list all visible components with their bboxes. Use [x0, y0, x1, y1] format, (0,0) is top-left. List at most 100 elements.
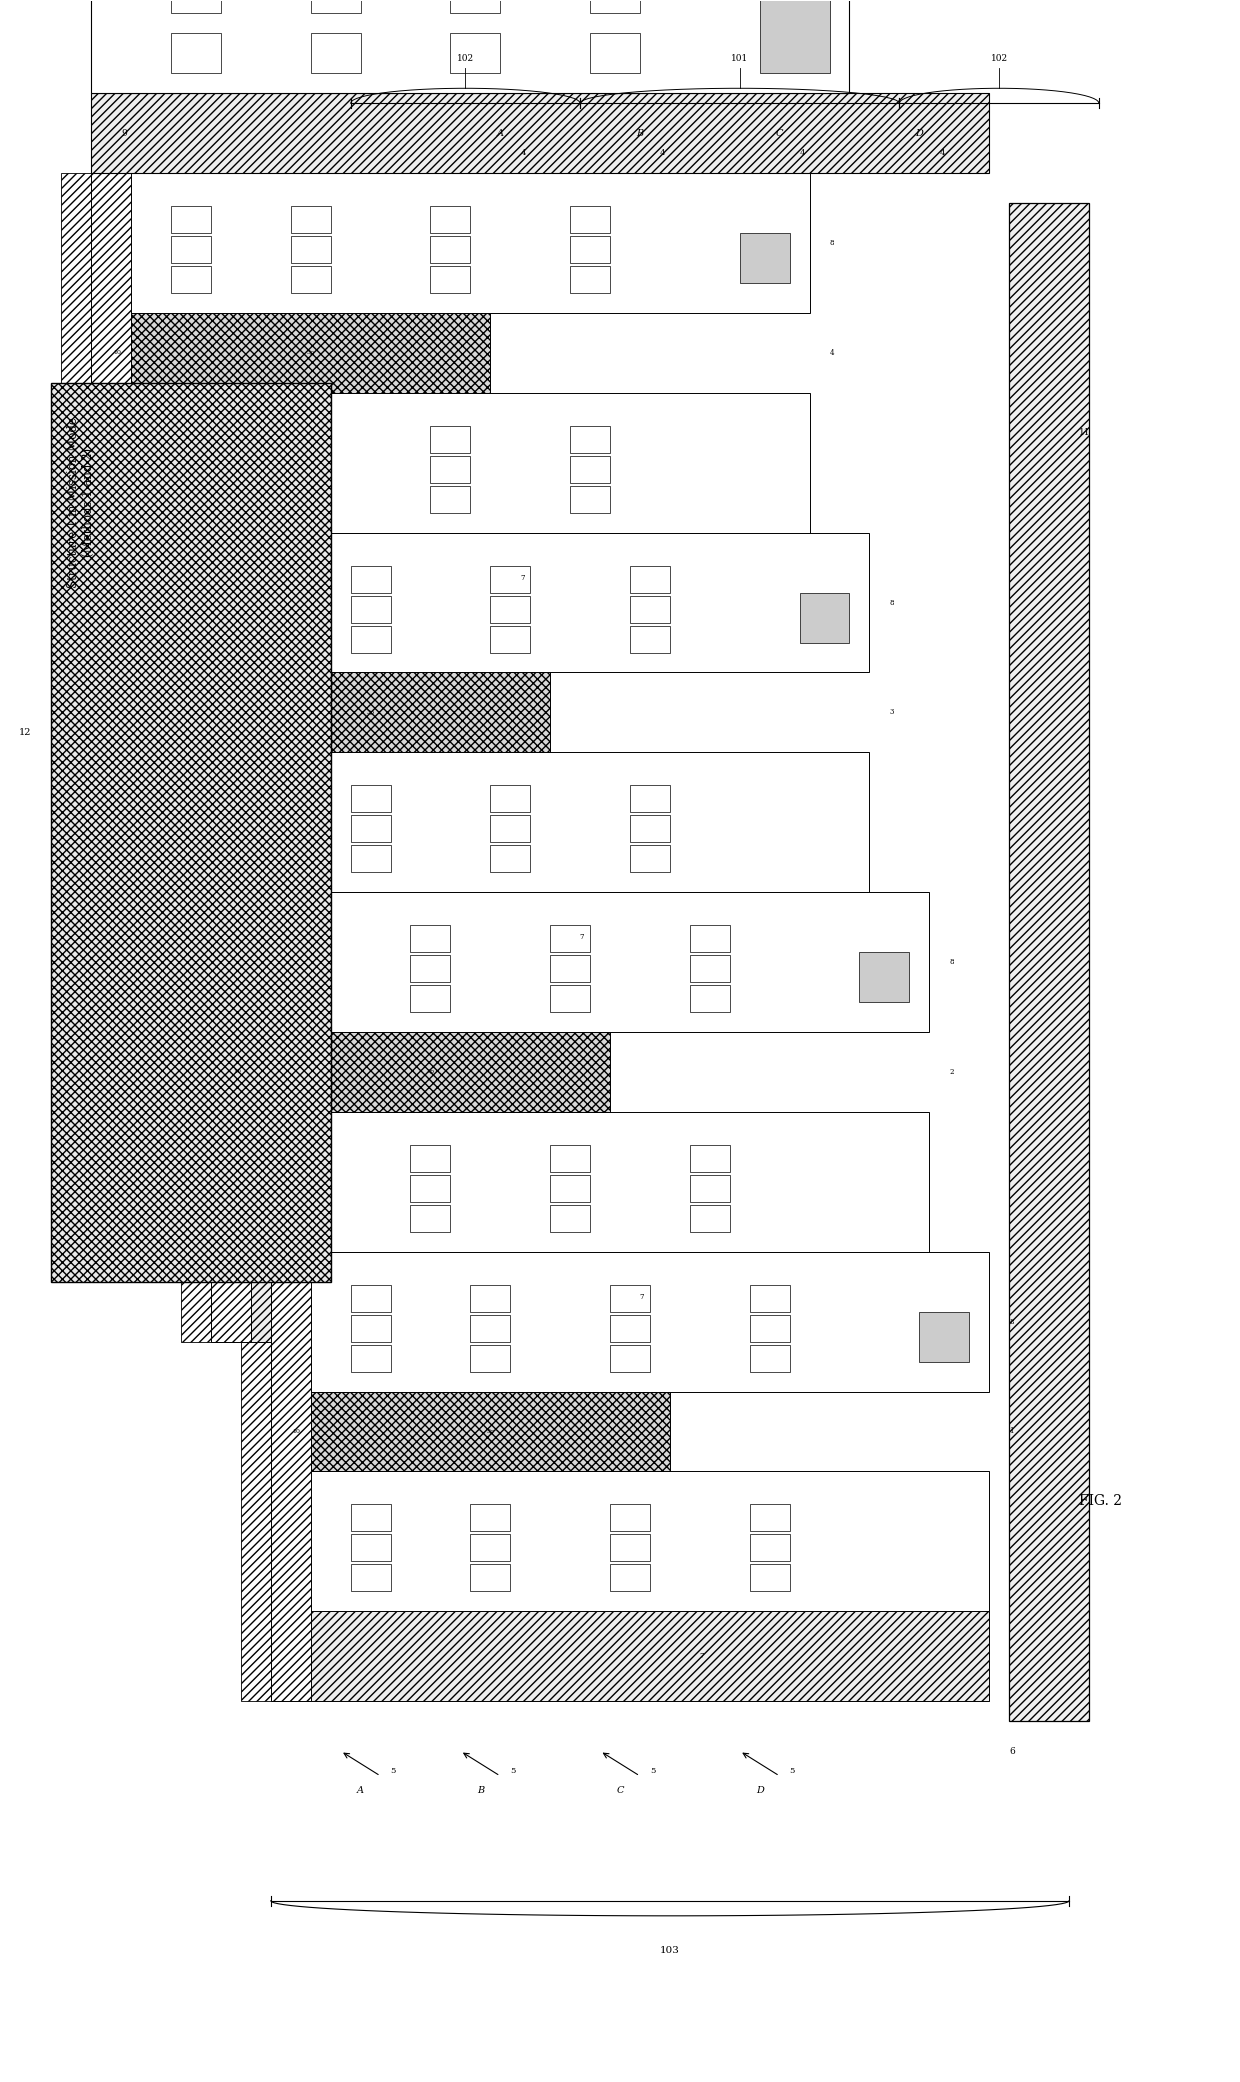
- Bar: [92, 0, 849, 94]
- Bar: [551, 985, 590, 1012]
- Text: 5: 5: [650, 1768, 655, 1776]
- Bar: [610, 1564, 650, 1591]
- Bar: [92, 173, 810, 312]
- Text: 3p: 3p: [367, 710, 374, 714]
- Bar: [290, 427, 331, 452]
- Bar: [610, 1505, 650, 1532]
- Bar: [689, 956, 730, 983]
- Bar: [490, 816, 531, 843]
- Bar: [470, 1534, 510, 1562]
- Bar: [430, 206, 470, 233]
- Bar: [211, 893, 250, 1341]
- Text: FIG. 2: FIG. 2: [1079, 1495, 1122, 1507]
- Bar: [470, 1314, 510, 1341]
- Bar: [351, 785, 391, 812]
- Bar: [410, 924, 450, 951]
- Bar: [151, 533, 869, 672]
- Text: A: A: [357, 1786, 365, 1795]
- Text: 7: 7: [699, 1653, 704, 1659]
- Bar: [181, 893, 211, 1341]
- Bar: [290, 485, 331, 512]
- Text: D: D: [915, 129, 924, 137]
- Text: 2: 2: [950, 1068, 954, 1076]
- Bar: [290, 206, 331, 233]
- Text: 10: 10: [113, 350, 122, 356]
- Text: 3p: 3p: [486, 1428, 495, 1434]
- Bar: [630, 816, 670, 843]
- Bar: [171, 33, 221, 73]
- Text: 4: 4: [939, 150, 945, 156]
- Text: B: B: [476, 1786, 484, 1795]
- Bar: [231, 595, 270, 623]
- Bar: [630, 845, 670, 872]
- Bar: [470, 1285, 510, 1312]
- Bar: [430, 427, 470, 452]
- Bar: [470, 1564, 510, 1591]
- Text: C: C: [776, 129, 784, 137]
- Bar: [351, 1505, 391, 1532]
- Bar: [1009, 204, 1089, 1722]
- Bar: [551, 1174, 590, 1201]
- Bar: [290, 924, 331, 951]
- Bar: [760, 0, 830, 73]
- Bar: [630, 566, 670, 593]
- Bar: [351, 1564, 391, 1591]
- Bar: [351, 845, 391, 872]
- Bar: [92, 94, 990, 173]
- Bar: [290, 1205, 331, 1233]
- Bar: [351, 816, 391, 843]
- Bar: [171, 427, 211, 452]
- Text: 8: 8: [1009, 1318, 1013, 1326]
- Bar: [551, 956, 590, 983]
- Text: 4: 4: [830, 350, 835, 356]
- Bar: [410, 956, 450, 983]
- Bar: [311, 1391, 670, 1472]
- Bar: [570, 456, 610, 483]
- Bar: [630, 595, 670, 623]
- Text: 7: 7: [580, 933, 584, 941]
- Bar: [570, 485, 610, 512]
- Bar: [689, 985, 730, 1012]
- Bar: [131, 312, 490, 393]
- Bar: [590, 33, 640, 73]
- Bar: [630, 625, 670, 652]
- Bar: [450, 33, 500, 73]
- Text: 4: 4: [521, 150, 526, 156]
- Bar: [270, 1251, 311, 1701]
- Bar: [351, 1345, 391, 1372]
- Text: 11: 11: [1079, 429, 1090, 437]
- Bar: [470, 1345, 510, 1372]
- Text: 3: 3: [889, 708, 894, 716]
- Bar: [689, 1145, 730, 1172]
- Text: 9: 9: [122, 129, 126, 137]
- Text: 103: 103: [660, 1947, 680, 1955]
- Bar: [750, 1285, 790, 1312]
- Bar: [490, 566, 531, 593]
- Bar: [570, 427, 610, 452]
- Bar: [410, 1174, 450, 1201]
- Bar: [270, 1472, 990, 1611]
- Bar: [351, 625, 391, 652]
- Bar: [270, 1611, 990, 1701]
- Text: 3p: 3p: [306, 350, 315, 356]
- Bar: [211, 893, 929, 1033]
- Bar: [290, 1145, 331, 1172]
- Bar: [311, 33, 361, 73]
- Bar: [231, 566, 270, 593]
- Bar: [750, 1345, 790, 1372]
- Bar: [430, 456, 470, 483]
- Bar: [290, 956, 331, 983]
- Bar: [551, 1205, 590, 1233]
- Bar: [290, 1174, 331, 1201]
- Bar: [151, 893, 869, 983]
- Bar: [800, 593, 849, 643]
- Bar: [610, 1314, 650, 1341]
- Bar: [290, 456, 331, 483]
- Bar: [92, 173, 131, 623]
- Text: 4: 4: [800, 150, 805, 156]
- Bar: [351, 1534, 391, 1562]
- Bar: [290, 985, 331, 1012]
- Bar: [750, 1314, 790, 1341]
- Bar: [410, 1205, 450, 1233]
- Bar: [92, 533, 810, 623]
